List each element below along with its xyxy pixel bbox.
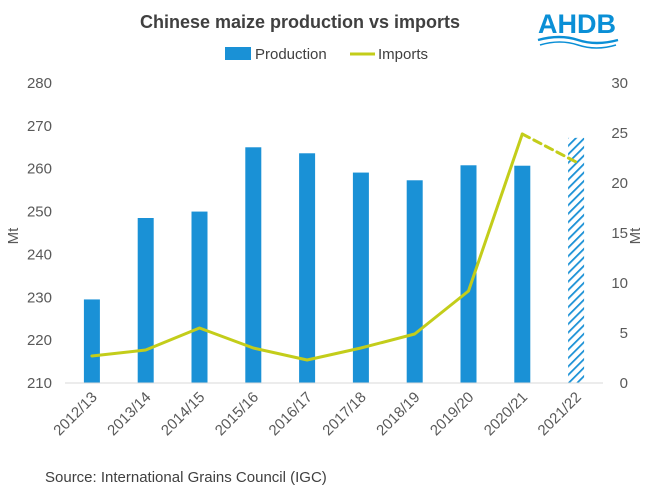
logo-wave-icon xyxy=(539,41,617,49)
left-tick-label: 250 xyxy=(27,204,52,221)
legend-label-production: Production xyxy=(255,46,327,63)
x-tick-label: 2012/13 xyxy=(50,389,100,439)
x-tick-label: 2017/18 xyxy=(319,389,369,439)
x-tick-label: 2014/15 xyxy=(158,389,208,439)
imports-line xyxy=(90,132,578,362)
legend-label-imports: Imports xyxy=(378,46,428,63)
x-tick-label: 2016/17 xyxy=(266,389,316,439)
production-bar xyxy=(352,172,369,383)
production-bar xyxy=(299,153,316,383)
right-tick-label: 25 xyxy=(611,125,628,142)
ahdb-logo: AHDB xyxy=(537,9,619,49)
x-tick-label: 2013/14 xyxy=(104,389,154,439)
x-axis-ticks: 2012/13 2013/14 2014/15 2015/16 2016/17 2017/… xyxy=(50,389,585,439)
production-bar xyxy=(137,218,154,383)
production-bar xyxy=(514,165,531,383)
left-tick-label: 280 xyxy=(27,75,52,92)
left-axis-label: Mt xyxy=(5,227,22,244)
left-tick-label: 240 xyxy=(27,246,52,263)
right-tick-label: 30 xyxy=(611,75,628,92)
x-tick-label: 2020/21 xyxy=(481,389,531,439)
left-tick-label: 220 xyxy=(27,332,52,349)
logo-wave-icon xyxy=(537,35,619,45)
production-bar-forecast xyxy=(568,137,585,383)
left-tick-label: 210 xyxy=(27,375,52,392)
production-bar xyxy=(83,299,100,383)
right-axis-ticks: 0 5 10 15 20 25 30 xyxy=(611,75,628,392)
left-tick-label: 230 xyxy=(27,289,52,306)
imports-line-forecast xyxy=(520,132,578,164)
production-bar xyxy=(460,165,477,383)
production-bar xyxy=(245,147,262,383)
x-tick-label: 2019/20 xyxy=(427,389,477,439)
left-tick-label: 270 xyxy=(27,118,52,135)
right-tick-label: 0 xyxy=(620,375,628,392)
left-tick-label: 260 xyxy=(27,161,52,178)
production-bars xyxy=(83,137,585,383)
right-tick-label: 10 xyxy=(611,275,628,292)
right-tick-label: 5 xyxy=(620,325,628,342)
right-axis-label: Mt xyxy=(627,227,644,244)
legend: Production Imports xyxy=(225,46,428,63)
imports-line-actual xyxy=(90,132,524,362)
x-tick-label: 2018/19 xyxy=(373,389,423,439)
right-tick-label: 20 xyxy=(611,175,628,192)
right-tick-label: 15 xyxy=(611,225,628,242)
legend-swatch-production xyxy=(225,47,251,60)
source-note: Source: International Grains Council (IG… xyxy=(45,469,327,486)
left-axis-ticks: 210 220 230 240 250 260 270 280 xyxy=(27,75,52,392)
chart-title: Chinese maize production vs imports xyxy=(140,12,460,32)
x-tick-label: 2021/22 xyxy=(535,389,585,439)
production-bar xyxy=(406,180,423,383)
logo-text: AHDB xyxy=(538,9,616,39)
x-tick-label: 2015/16 xyxy=(212,389,262,439)
production-bar xyxy=(191,211,208,383)
